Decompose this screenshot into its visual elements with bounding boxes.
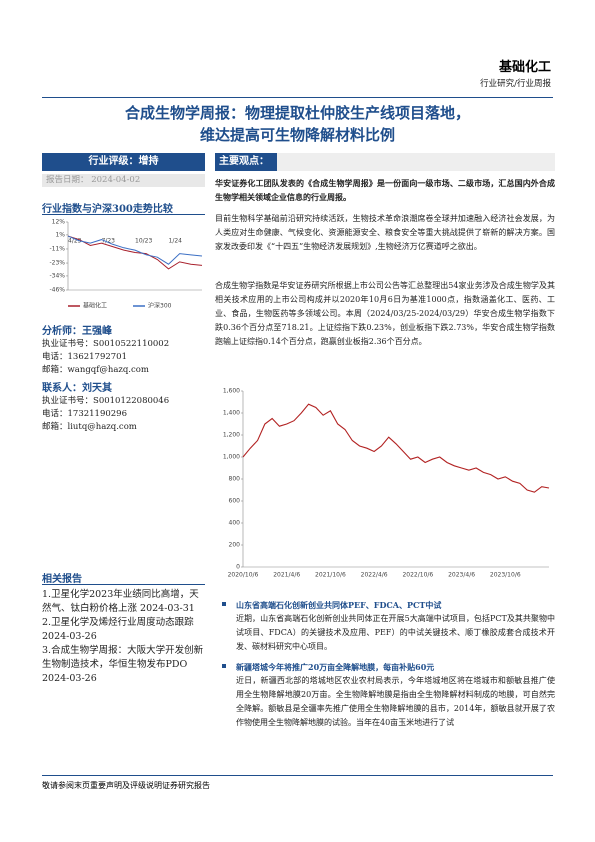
bullet-body: 近期，山东省高端石化创新创业共同体正在开展5大高端中试项目，包括PCT及其共聚物… <box>236 614 555 651</box>
bullet-title: 新疆塔城今年将推广20万亩全降解地膜，每亩补贴60元 <box>236 662 435 672</box>
rating: 行业评级：增持 <box>42 153 205 171</box>
y-tick-label: 600 <box>229 498 241 505</box>
y-tick-label: 0 <box>236 564 240 571</box>
rule <box>42 214 205 215</box>
title-line: 维达提高可生物降解材料比例 <box>199 126 395 144</box>
x-tick-label: 2022/10/6 <box>402 572 433 579</box>
related-item: 2.卫星化学及烯烃行业周度动态跟踪 2024-03-26 <box>42 617 194 642</box>
phone: 电话：13621792701 <box>42 352 127 362</box>
date-value: 2024-04-02 <box>91 175 141 185</box>
bullet-title: 山东省高端石化创新创业共同体PEF、FDCA、PCT中试 <box>236 600 442 610</box>
legend-label: 沪深300 <box>148 302 172 310</box>
series-line <box>67 235 203 265</box>
y-tick-label: 1,000 <box>223 454 240 461</box>
brand: 基础化工 <box>498 60 551 75</box>
main-heading: 主要观点： <box>215 153 277 171</box>
index-heading: 行业指数与沪深300走势比较 <box>42 204 173 215</box>
related-item: 3.合成生物学周报：大阪大学开发创新生物制造技术，华恒生物发布PDO 2024-… <box>42 645 204 684</box>
series-line <box>67 235 203 270</box>
x-tick-label: 2023/10/6 <box>490 572 521 579</box>
lead: 华安证券化工团队发表的《合成生物学周报》是一份面向一级市场、二级市场，汇总国内外… <box>215 178 555 202</box>
y-tick-label: -11% <box>49 245 65 252</box>
x-tick-label: 2021/4/6 <box>273 572 300 579</box>
related-list: 1.卫星化学2023年业绩同比高增，天然气、钛白粉价格上涨 2024-03-31… <box>42 588 205 686</box>
legend-label: 基础化工 <box>83 302 107 310</box>
y-tick-label: 12% <box>52 219 66 226</box>
report-date: 报告日期： 2024-04-02 <box>42 174 205 187</box>
x-tick-label: 7/23 <box>102 238 116 245</box>
y-tick-label: 400 <box>229 520 241 527</box>
y-tick-label: 1,600 <box>223 388 240 395</box>
y-tick-label: 1,400 <box>223 410 240 417</box>
related-heading: 相关报告 <box>42 574 82 585</box>
series-line <box>242 403 550 493</box>
x-tick-label: 4/23 <box>68 238 82 245</box>
contact-name: 联系人：刘天其 <box>42 383 112 394</box>
bullet-dot <box>222 602 226 606</box>
x-tick-label: 10/23 <box>135 238 152 245</box>
rule <box>42 584 205 585</box>
x-tick-label: 2021/10/6 <box>315 572 346 579</box>
analyst-name: 分析师：王强峰 <box>42 326 112 337</box>
y-tick-label: -46% <box>49 287 65 294</box>
x-tick-label: 2023/4/6 <box>448 572 475 579</box>
x-tick-label: 2020/10/6 <box>228 572 259 579</box>
y-tick-label: 200 <box>229 542 241 549</box>
y-tick-label: -34% <box>49 272 65 279</box>
date-label: 报告日期： <box>46 175 89 185</box>
cert: 执业证书号：S0010522110002 <box>42 339 170 349</box>
bullet-body: 近日，新疆西北部的塔城地区农业农村局表示，今年塔城地区将在塔城市和额敏县推广使用… <box>236 676 555 727</box>
phone: 电话：17321190296 <box>42 409 127 419</box>
y-tick-label: -23% <box>49 260 65 267</box>
main-bar <box>215 153 555 171</box>
title-line: 合成生物学周报：物理提取杜仲胶生产线项目落地， <box>124 104 470 122</box>
subheader: 行业研究/行业周报 <box>480 79 551 89</box>
email: 邮箱：liutq@hazq.com <box>42 422 137 432</box>
rule <box>42 97 553 98</box>
contact-info: 执业证书号：S0010122080046 电话：17321190296 邮箱：liu… <box>42 395 169 434</box>
rule <box>42 775 553 776</box>
y-tick-label: 1% <box>55 231 65 238</box>
related-item: 1.卫星化学2023年业绩同比高增，天然气、钛白粉价格上涨 2024-03-31 <box>42 589 199 614</box>
index-chart: 0 200 400 600 800 1,000 1,200 1,400 1,600 2020/10… <box>223 388 550 579</box>
bullet-dot <box>222 664 226 668</box>
x-tick-label: 2022/4/6 <box>361 572 388 579</box>
paragraph: 合成生物学指数是华安证券研究所根据上市公司公告等汇总整理出54家业务涉及合成生物… <box>215 281 555 346</box>
cert: 执业证书号：S0010122080046 <box>42 396 170 406</box>
y-tick-label: 1,200 <box>223 432 240 439</box>
y-tick-label: 800 <box>229 476 241 483</box>
email: 邮箱：wangqf@hazq.com <box>42 365 149 375</box>
x-tick-label: 1/24 <box>169 238 183 245</box>
footer: 敬请参阅末页重要声明及评级说明证券研究报告 <box>42 781 210 790</box>
title: 合成生物学周报：物理提取杜仲胶生产线项目落地， 维达提高可生物降解材料比例 <box>42 102 553 146</box>
analyst-info: 执业证书号：S0010522110002 电话：13621792701 邮箱：wan… <box>42 338 169 377</box>
paragraph: 目前生物科学基础前沿研究持续活跃，生物技术革命浪潮席卷全球并加速融入经济社会发展… <box>215 214 555 251</box>
index-chart: 12% 1% -11% -23% -34% -46% 4/23 7/23 10/23 1/24 基础… <box>49 219 203 310</box>
